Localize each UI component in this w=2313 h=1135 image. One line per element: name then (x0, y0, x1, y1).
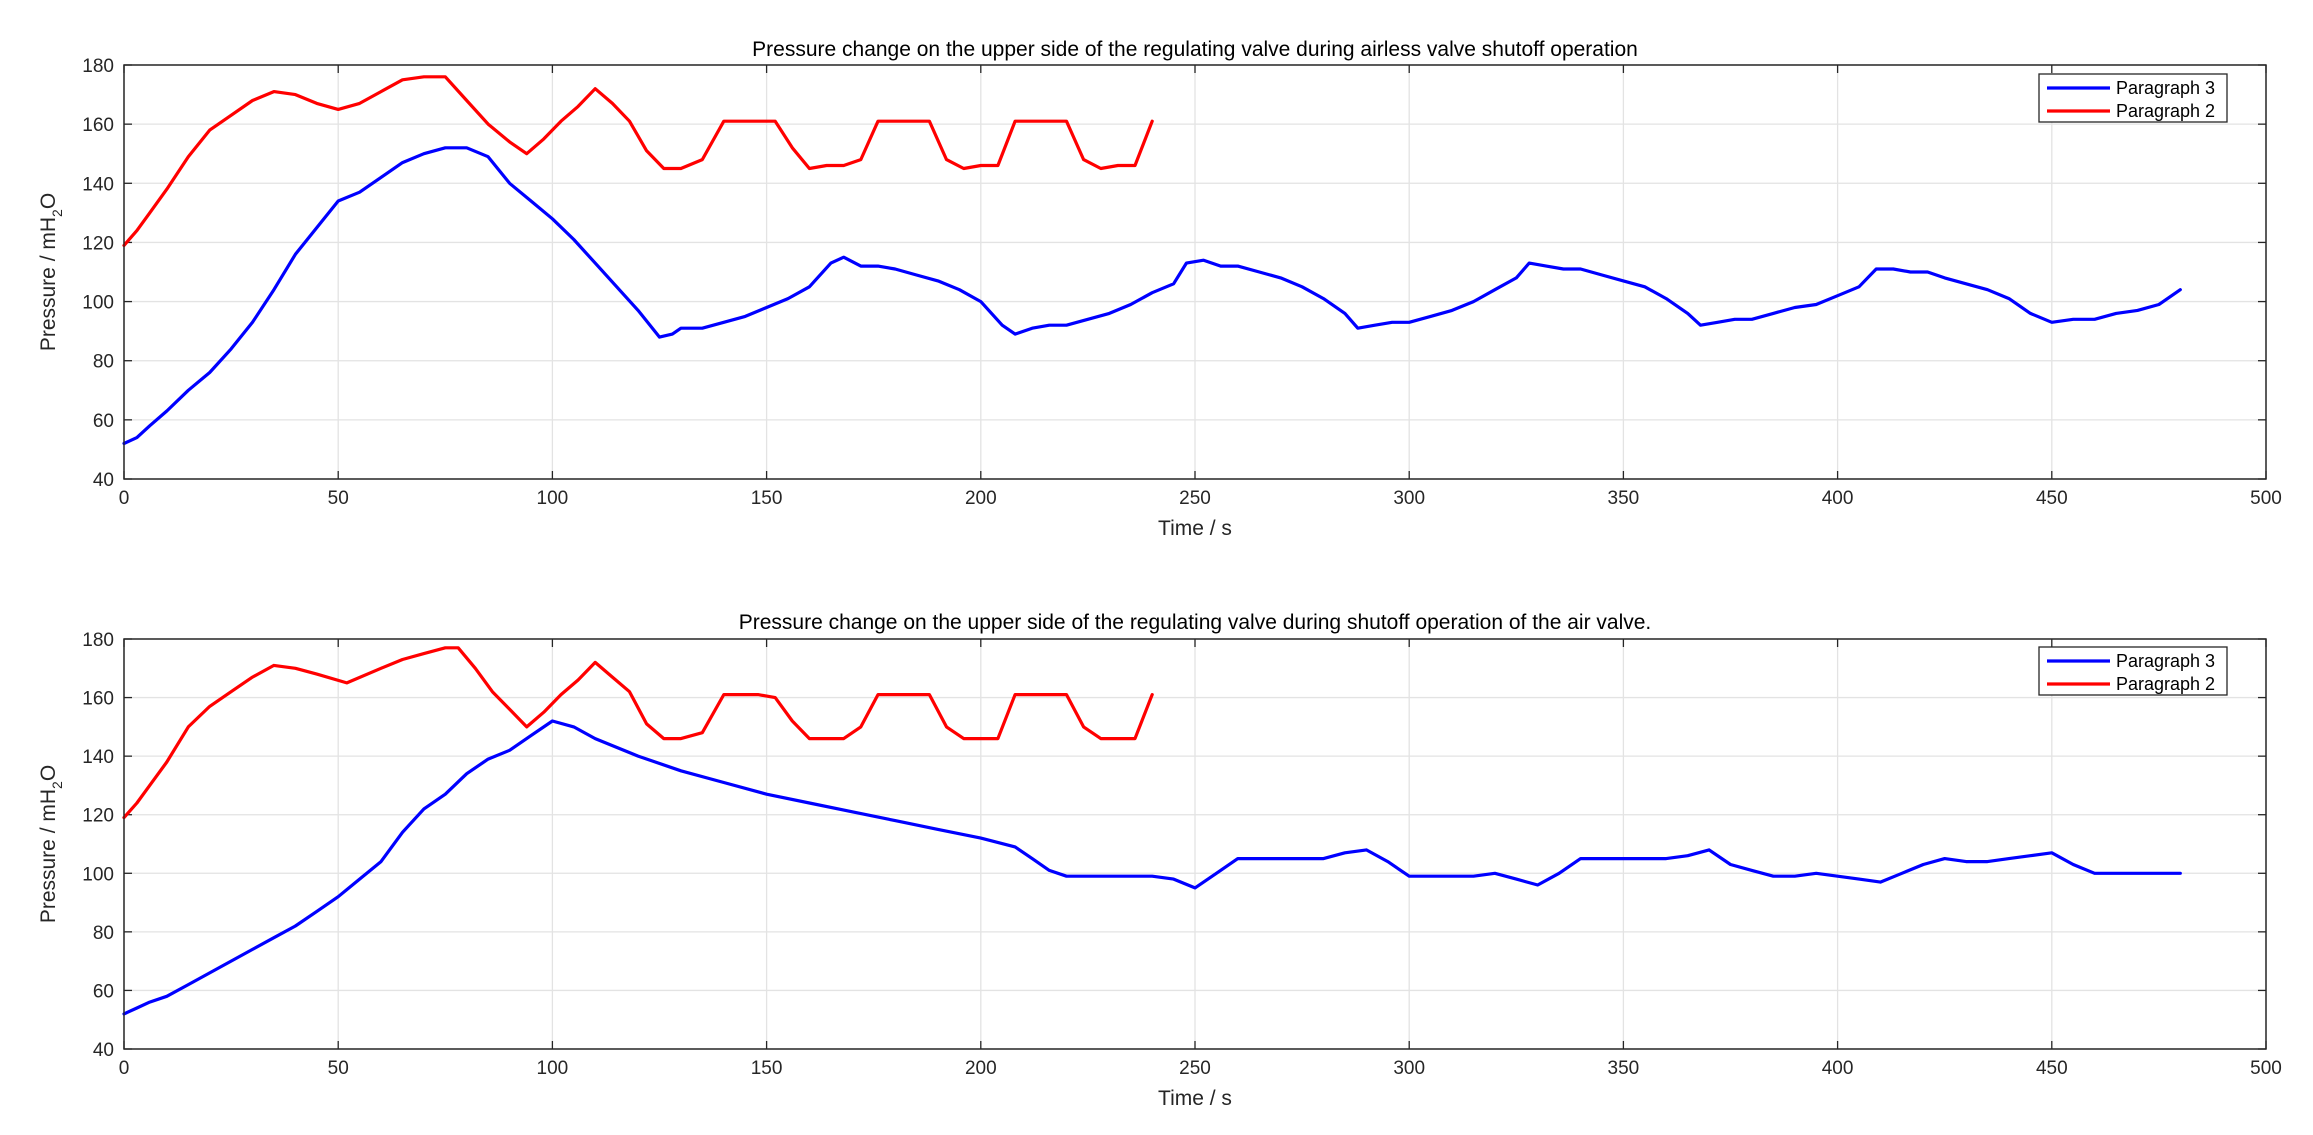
y-axis-label-end: O (37, 765, 60, 781)
x-tick-label: 0 (119, 1058, 130, 1079)
legend: Paragraph 3 Paragraph 2 (2038, 646, 2228, 696)
y-tick-label: 60 (93, 411, 114, 432)
y-tick-label: 100 (82, 864, 114, 885)
y-axis-label-main: Pressure / mH (37, 789, 60, 923)
chart-air-valve-shutoff: 0 50 100 150 200 250 300 350 400 450 500 40 60 80 100 1… (37, 611, 2282, 1110)
x-tick-label: 250 (1179, 488, 1211, 509)
x-tick-label: 500 (2250, 1058, 2282, 1079)
x-tick-label: 50 (328, 1058, 349, 1079)
x-tick-label: 300 (1393, 488, 1425, 509)
x-tick-label: 50 (328, 488, 349, 509)
chart-title: Pressure change on the upper side of the… (739, 611, 1652, 634)
x-tick-label: 200 (965, 488, 997, 509)
y-tick-label: 120 (82, 806, 114, 827)
x-tick-label: 300 (1393, 1058, 1425, 1079)
y-axis-label-end: O (37, 193, 60, 209)
y-tick-label: 120 (82, 233, 114, 254)
y-tick-label: 140 (82, 174, 114, 195)
x-tick-label: 200 (965, 1058, 997, 1079)
y-axis-label-subscript: 2 (49, 209, 65, 217)
series-line-paragraph-3 (122, 719, 2182, 1016)
y-tick-label: 140 (82, 747, 114, 768)
x-tick-label: 400 (1822, 1058, 1854, 1079)
series-line-paragraph-2 (122, 75, 1154, 247)
y-tick-label: 160 (82, 689, 114, 710)
y-axis-label: Pressure / mH2O (37, 193, 65, 351)
x-axis-label: Time / s (1158, 517, 1232, 540)
x-axis-label: Time / s (1158, 1087, 1232, 1110)
chart-airless-valve-shutoff: 0 50 100 150 200 250 300 350 400 450 500 40 60 80 100 1… (37, 38, 2282, 540)
y-tick-label: 160 (82, 115, 114, 136)
legend-box (2038, 646, 2228, 696)
series-lines (122, 646, 2182, 1016)
axis-ticks: 0 50 100 150 200 250 300 350 400 450 500 40 60 80 100 1… (82, 630, 2282, 1079)
x-tick-label: 100 (537, 488, 569, 509)
x-tick-label: 0 (119, 488, 130, 509)
x-tick-label: 350 (1608, 488, 1640, 509)
x-tick-label: 450 (2036, 488, 2068, 509)
legend-label-paragraph-3: Paragraph 3 (2116, 78, 2215, 98)
legend-label-paragraph-2: Paragraph 2 (2116, 674, 2215, 694)
plot-border (123, 64, 2267, 480)
y-tick-label: 60 (93, 981, 114, 1002)
x-tick-label: 150 (751, 488, 783, 509)
x-tick-label: 400 (1822, 488, 1854, 509)
y-axis-label-main: Pressure / mH (37, 217, 60, 351)
y-tick-label: 180 (82, 630, 114, 651)
grid (124, 639, 2266, 1049)
legend-box (2038, 73, 2228, 123)
y-axis-label: Pressure / mH2O (37, 765, 65, 923)
x-tick-label: 500 (2250, 488, 2282, 509)
y-axis-label-subscript: 2 (49, 781, 65, 789)
grid (124, 65, 2266, 479)
y-tick-label: 180 (82, 56, 114, 77)
x-tick-label: 350 (1608, 1058, 1640, 1079)
y-tick-label: 40 (93, 470, 114, 491)
x-tick-label: 150 (751, 1058, 783, 1079)
legend-label-paragraph-2: Paragraph 2 (2116, 101, 2215, 121)
series-line-paragraph-3 (122, 146, 2182, 446)
series-line-paragraph-2 (122, 646, 1154, 820)
legend-label-paragraph-3: Paragraph 3 (2116, 651, 2215, 671)
chart-title: Pressure change on the upper side of the… (752, 38, 1638, 61)
y-tick-label: 80 (93, 352, 114, 373)
plot-border (123, 638, 2267, 1050)
legend: Paragraph 3 Paragraph 2 (2038, 73, 2228, 123)
x-tick-label: 450 (2036, 1058, 2068, 1079)
y-tick-label: 40 (93, 1040, 114, 1061)
x-tick-label: 250 (1179, 1058, 1211, 1079)
y-tick-label: 100 (82, 293, 114, 314)
series-lines (122, 75, 2182, 446)
y-tick-label: 80 (93, 923, 114, 944)
x-tick-label: 100 (537, 1058, 569, 1079)
